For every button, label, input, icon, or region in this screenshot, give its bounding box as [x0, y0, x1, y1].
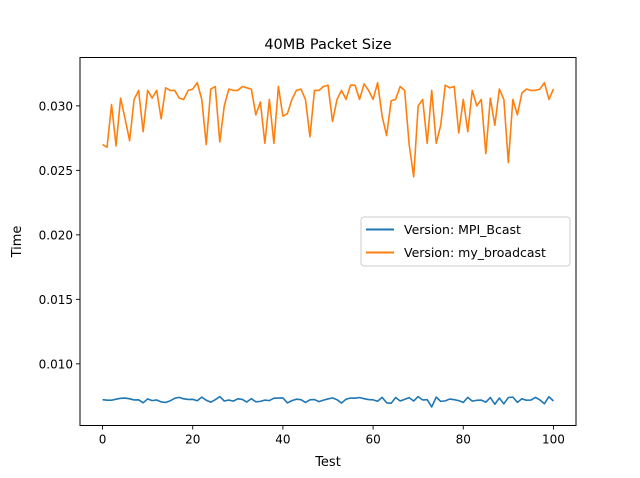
y-tick-label: 0.015	[39, 293, 73, 307]
series-line-my-broadcast	[102, 81, 555, 178]
y-axis: 0.010 0.015 0.020 0.025 0.030	[39, 99, 80, 371]
y-axis-label: Time	[10, 226, 25, 259]
y-tick-label: 0.025	[39, 164, 73, 178]
x-axis: 0 20 40 60 80 100	[99, 425, 565, 447]
legend-label-my-broadcast: Version: my_broadcast	[404, 245, 546, 260]
x-tick-label: 20	[185, 433, 200, 447]
x-tick-label: 80	[456, 433, 471, 447]
x-axis-label: Test	[314, 455, 341, 470]
series-line-mpi-bcast	[102, 395, 554, 408]
y-tick-label: 0.010	[39, 357, 73, 371]
legend: Version: MPI_Bcast Version: my_broadcast	[360, 216, 571, 267]
legend-label-mpi-bcast: Version: MPI_Bcast	[404, 222, 521, 237]
series-layer	[102, 81, 555, 408]
x-tick-label: 60	[365, 433, 380, 447]
x-tick-label: 0	[99, 433, 107, 447]
y-tick-label: 0.030	[39, 99, 73, 113]
chart-title: 40MB Packet Size	[264, 37, 391, 53]
plot-frame	[79, 57, 577, 426]
x-tick-label: 100	[542, 433, 565, 447]
legend-box	[360, 216, 571, 267]
x-tick-label: 40	[275, 433, 290, 447]
y-tick-label: 0.020	[39, 228, 73, 242]
